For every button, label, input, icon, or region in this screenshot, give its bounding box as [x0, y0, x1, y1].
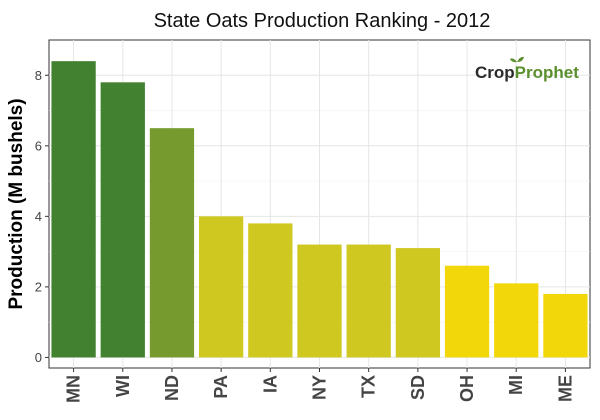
x-tick-label: ND — [162, 375, 182, 401]
chart-title: State Oats Production Ranking - 2012 — [154, 10, 491, 32]
bar-me — [543, 293, 588, 358]
bar-mn — [51, 61, 96, 358]
bar-oh — [444, 265, 490, 358]
x-tick-label: NY — [310, 375, 330, 400]
bar-pa — [199, 216, 244, 358]
cropprophet-logo: CropProphet — [475, 56, 579, 82]
bar-sd — [395, 248, 440, 358]
y-tick-label: 6 — [35, 138, 42, 153]
y-tick-label: 4 — [35, 209, 42, 224]
bar-nd — [149, 128, 195, 358]
y-tick-label: 0 — [35, 350, 42, 365]
x-tick-label: IA — [260, 375, 280, 393]
bar-wi — [100, 82, 145, 358]
y-tick-label: 8 — [35, 68, 42, 83]
x-tick-label: SD — [408, 375, 428, 400]
x-tick-label: MN — [64, 375, 84, 403]
sprout-icon — [510, 56, 524, 63]
bar-ia — [248, 223, 293, 358]
cropprophet-wordmark: CropProphet — [475, 63, 579, 82]
x-tick-label: MI — [506, 375, 526, 395]
y-tick-label: 2 — [35, 279, 42, 294]
bars — [51, 61, 588, 358]
x-tick-label: WI — [113, 375, 133, 397]
x-tick-label: OH — [457, 375, 477, 402]
bar-ny — [297, 244, 342, 358]
x-tick-label: ME — [555, 375, 575, 402]
y-axis-label: Production (M bushels) — [6, 98, 27, 309]
bar-tx — [346, 244, 391, 358]
x-ticks: MN WI ND PA IA NY TX SD OH MI ME — [64, 368, 575, 403]
x-tick-label: TX — [359, 375, 379, 398]
x-tick-label: PA — [211, 375, 231, 399]
bar-mi — [494, 283, 539, 358]
y-ticks: 0 2 4 6 8 — [35, 68, 49, 365]
